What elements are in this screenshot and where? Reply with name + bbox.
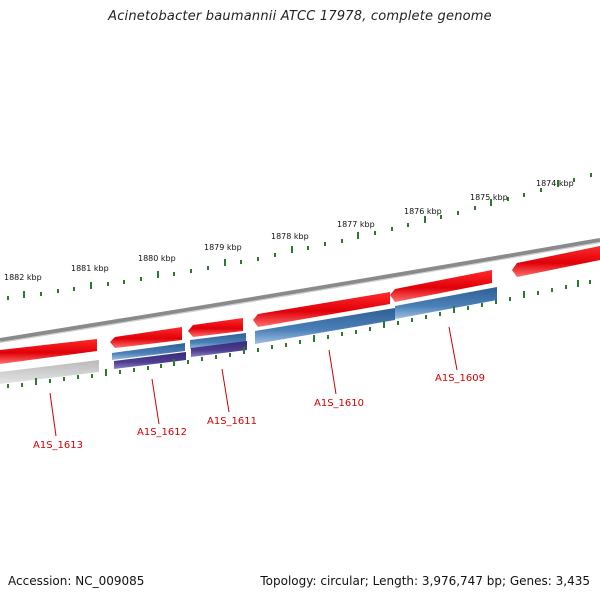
gene-label-a1s-1613[interactable]: A1S_1613 xyxy=(33,440,83,451)
cds-reverse-a1s-1611-purple[interactable] xyxy=(191,341,247,357)
ruler-label-1880: 1880 kbp xyxy=(138,254,176,263)
cds-forward-a1s-1610[interactable] xyxy=(253,292,390,327)
cds-reverse-gray xyxy=(0,360,99,384)
inner-ruler-ticks xyxy=(7,280,591,388)
cds-forward-a1s-1612[interactable] xyxy=(110,327,182,348)
accession-label: Accession: NC_009085 xyxy=(8,574,145,588)
leader-line-a1s-1612 xyxy=(151,378,160,425)
genome-summary-label: Topology: circular; Length: 3,976,747 bp… xyxy=(260,574,590,588)
gene-label-a1s-1612[interactable]: A1S_1612 xyxy=(137,427,187,438)
gene-label-a1s-1610[interactable]: A1S_1610 xyxy=(314,398,364,409)
map-title: Acinetobacter baumannii ATCC 17978, comp… xyxy=(108,9,492,24)
ruler-label-1875: 1875 kbp xyxy=(470,193,508,202)
reverse-strand-genes xyxy=(0,287,497,384)
leader-line-a1s-1610 xyxy=(328,349,337,395)
ruler-label-1879: 1879 kbp xyxy=(204,243,242,252)
cds-forward-a1s-1609[interactable] xyxy=(390,270,492,302)
gene-label-a1s-1611[interactable]: A1S_1611 xyxy=(207,416,257,427)
cds-reverse-a1s-1611-blue[interactable] xyxy=(190,333,246,349)
leader-line-a1s-1609 xyxy=(448,326,458,371)
genome-backbone xyxy=(0,238,600,342)
cds-forward-next[interactable] xyxy=(512,246,600,277)
gene-label-a1s-1609[interactable]: A1S_1609 xyxy=(435,373,485,384)
cds-reverse-a1s-1609[interactable] xyxy=(395,287,497,319)
ruler-label-1876: 1876 kbp xyxy=(404,207,442,216)
ruler-label-1877: 1877 kbp xyxy=(337,220,375,229)
forward-strand-genes xyxy=(0,246,600,364)
ruler-label-1874: 1874 kbp xyxy=(536,179,574,188)
ruler-label-1881: 1881 kbp xyxy=(71,264,109,273)
cds-reverse-a1s-1610[interactable] xyxy=(255,308,395,344)
genome-backbone-highlight xyxy=(0,241,600,344)
ruler-label-1882: 1882 kbp xyxy=(4,273,42,282)
cds-forward-a1s-1611[interactable] xyxy=(188,318,243,337)
outer-ruler-ticks xyxy=(7,173,592,300)
cds-reverse-a1s-1612-blue[interactable] xyxy=(112,343,185,360)
cds-forward-a1s-1613[interactable] xyxy=(0,339,97,364)
leader-line-a1s-1611 xyxy=(221,368,230,413)
cds-reverse-a1s-1612-purple[interactable] xyxy=(114,352,186,369)
ruler-label-1878: 1878 kbp xyxy=(271,232,309,241)
leader-line-a1s-1613 xyxy=(49,392,57,437)
